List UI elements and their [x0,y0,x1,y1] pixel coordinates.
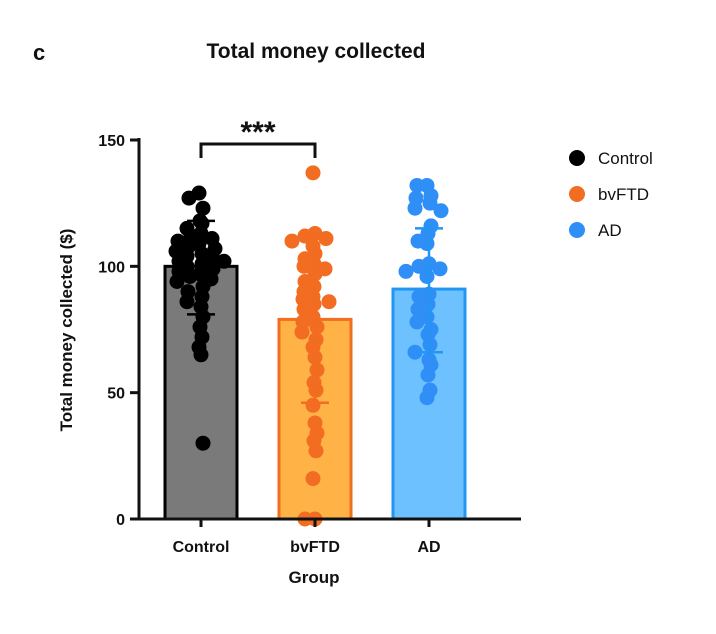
data-point [321,294,337,310]
data-point [216,253,232,269]
data-point [284,233,300,249]
data-point [419,390,435,406]
legend-label: AD [598,221,622,240]
y-tick-label: 150 [98,133,125,150]
y-tick-label: 50 [107,386,125,403]
x-axis-label: Group [289,568,340,587]
significance-label: *** [240,116,275,149]
data-point [179,294,195,310]
x-tick-label: AD [417,539,440,556]
data-point [420,367,436,383]
data-point [409,177,425,193]
significance-bracket [199,142,317,158]
data-point [398,263,414,279]
data-point [182,268,198,284]
data-point [294,324,310,340]
x-tick-label: bvFTD [290,539,340,556]
legend-marker [569,222,585,238]
data-point [419,236,435,252]
panel-label: c [33,40,45,65]
data-point [305,165,321,181]
y-tick-label: 0 [116,512,125,529]
data-point [195,435,211,451]
data-point [305,471,321,487]
data-point [432,261,448,277]
data-point [419,268,435,284]
data-point [309,319,325,335]
data-point [169,273,185,289]
legend-label: bvFTD [598,185,649,204]
data-point [195,200,211,216]
data-point [422,195,438,211]
data-point [433,203,449,219]
x-tick-label: Control [173,539,230,556]
data-point [181,190,197,206]
data-point [409,314,425,330]
legend-marker [569,186,585,202]
chart-title: Total money collected [207,40,426,63]
data-point [308,443,324,459]
data-point [296,258,312,274]
data-point [318,231,334,247]
data-point [193,347,209,363]
data-point [411,258,427,274]
legend-marker [569,150,585,166]
legend-label: Control [598,149,653,168]
data-point [407,200,423,216]
data-point [305,397,321,413]
y-tick-label: 100 [98,259,125,276]
y-axis-label: Total money collected ($) [57,229,76,432]
data-point [309,362,325,378]
